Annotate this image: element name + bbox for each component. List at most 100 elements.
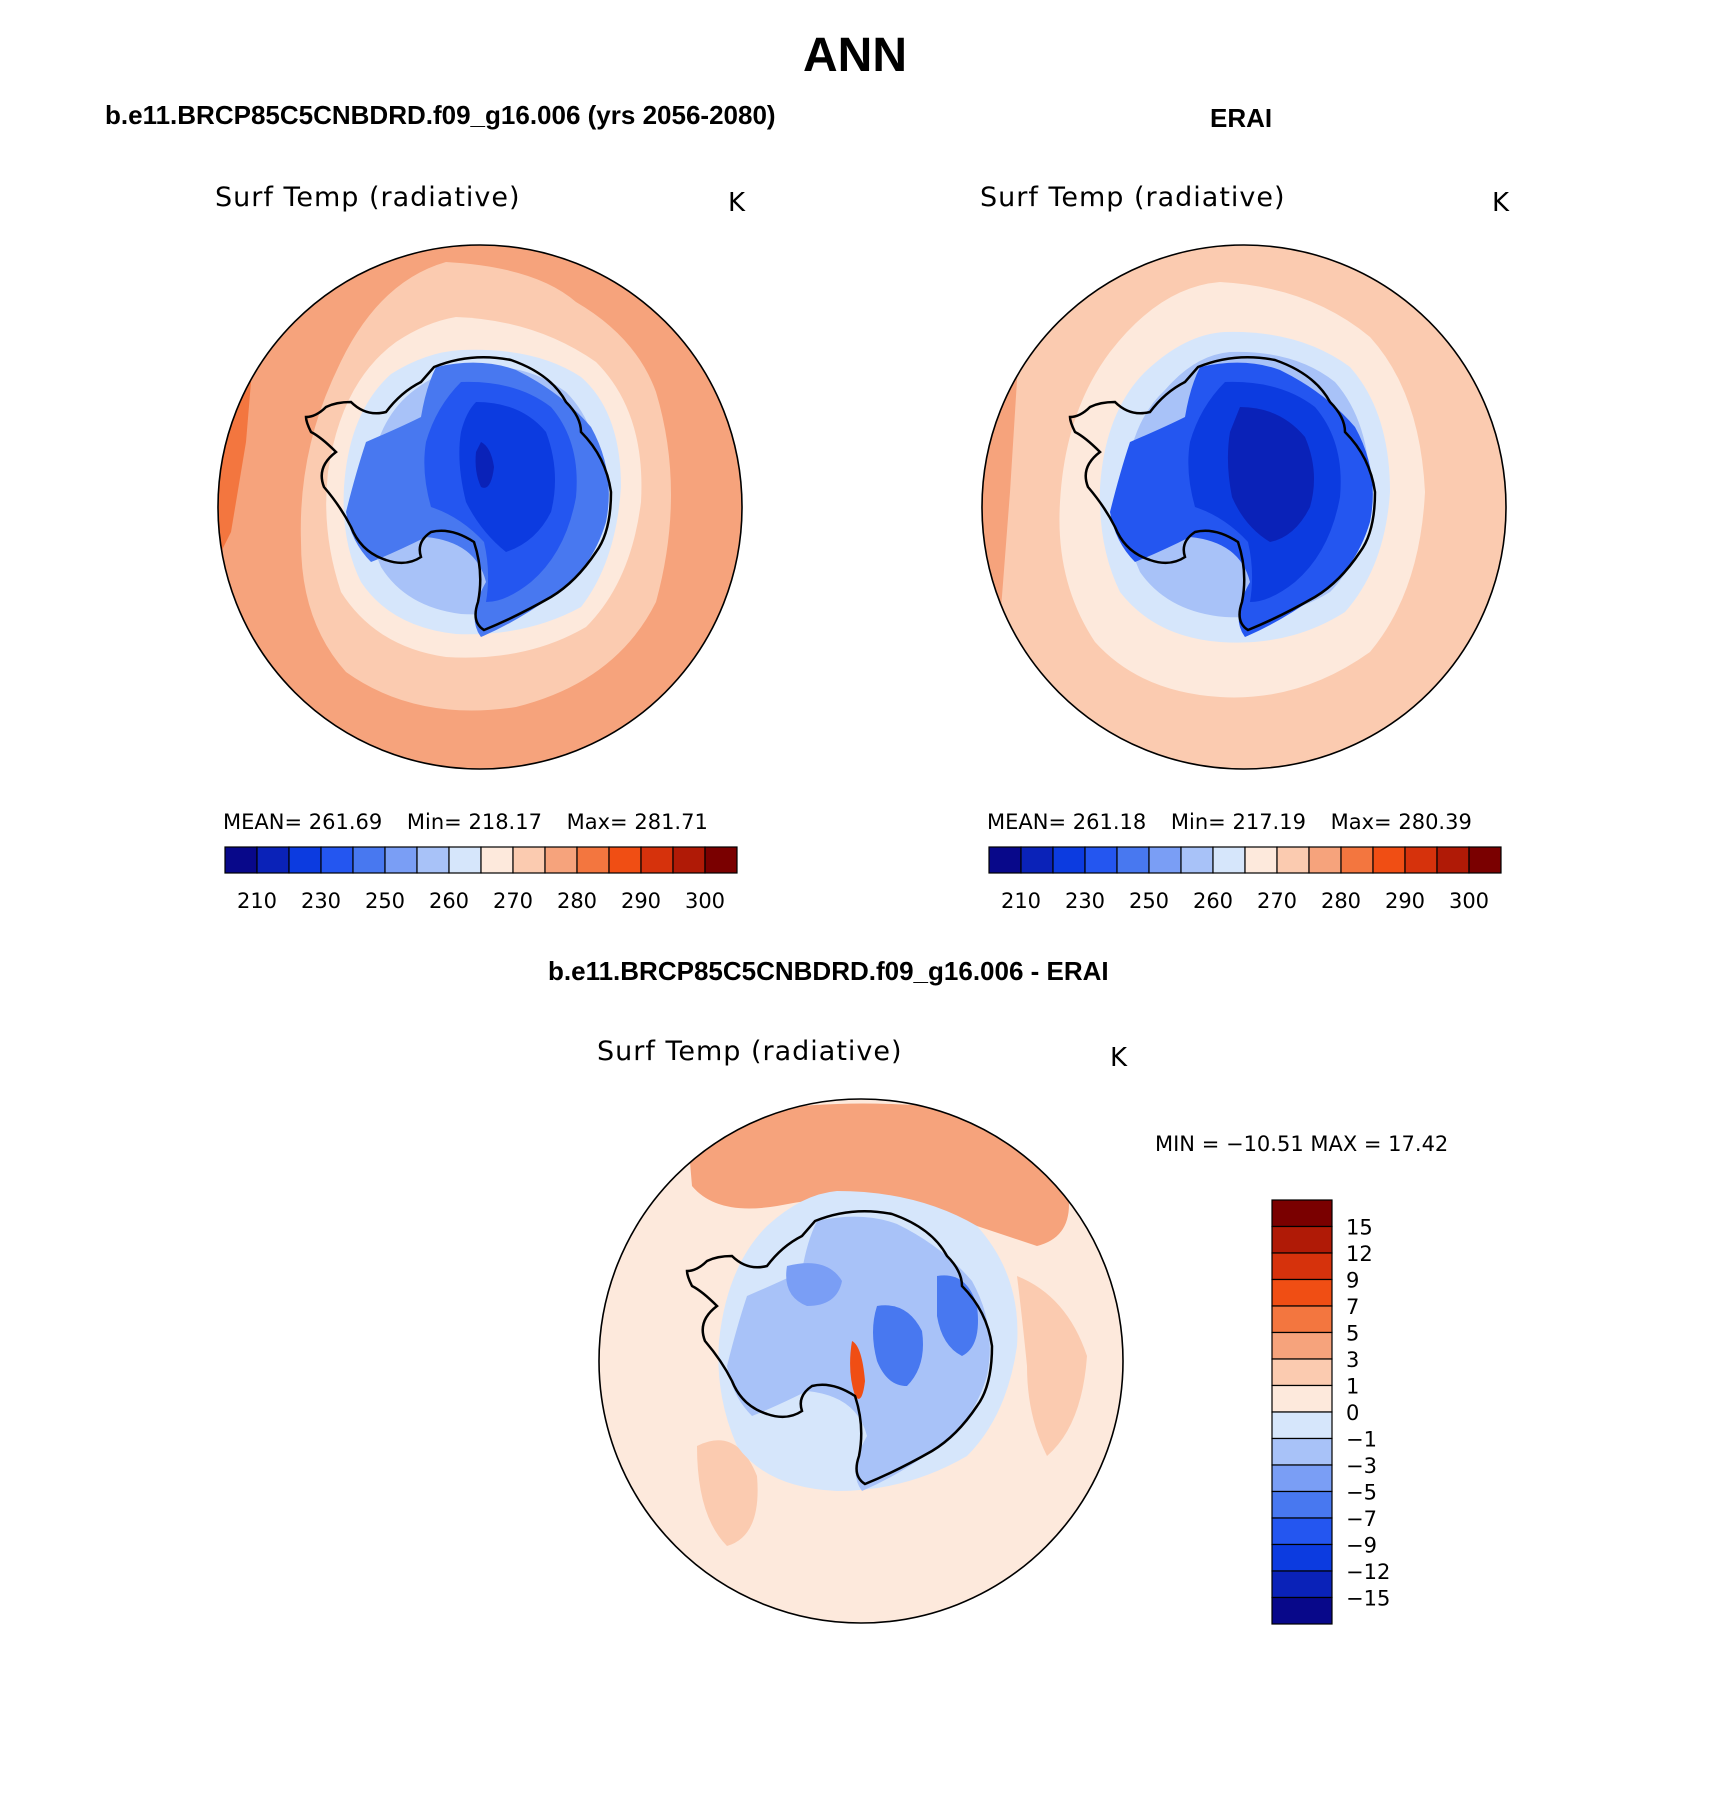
colorbar-3-tick-label: 0 bbox=[1346, 1401, 1359, 1425]
colorbar-1-swatch bbox=[480, 846, 514, 874]
panel-2-mean-label: MEAN= bbox=[987, 810, 1067, 834]
colorbar-1-swatch bbox=[224, 846, 258, 874]
map-3-cold-patch-1 bbox=[873, 1305, 923, 1386]
colorbar-1-swatch bbox=[608, 846, 642, 874]
colorbar-2-swatch bbox=[1180, 846, 1214, 874]
colorbar-3-tick-label: 3 bbox=[1346, 1348, 1359, 1372]
colorbar-1-swatch bbox=[704, 846, 738, 874]
colorbar-2-swatch bbox=[1020, 846, 1054, 874]
map-3-cold-patch-2 bbox=[937, 1275, 978, 1356]
colorbar-2-swatch bbox=[1468, 846, 1502, 874]
colorbar-2-tick-label: 280 bbox=[1321, 889, 1361, 913]
map-2-border bbox=[981, 244, 1507, 770]
colorbar-3-swatch bbox=[1271, 1225, 1333, 1254]
panel-1-stats: MEAN= 261.69 Min= 218.17 Max= 281.71 bbox=[223, 810, 708, 834]
colorbar-1-swatch bbox=[384, 846, 418, 874]
panel-1-mean-label: MEAN= bbox=[223, 810, 303, 834]
panel-2-variable-title: Surf Temp (radiative) bbox=[980, 182, 1286, 213]
panel-1-min-label: Min= bbox=[406, 810, 462, 834]
panel-3-variable-title: Surf Temp (radiative) bbox=[597, 1036, 903, 1067]
colorbar-3-tick-label: −7 bbox=[1346, 1507, 1377, 1531]
colorbar-1-tick-label: 270 bbox=[493, 889, 533, 913]
colorbar-3-swatch bbox=[1271, 1199, 1333, 1228]
colorbar-1-swatch bbox=[320, 846, 354, 874]
panel-2-stats: MEAN= 261.18 Min= 217.19 Max= 280.39 bbox=[987, 810, 1472, 834]
colorbar-3-tick-label: −5 bbox=[1346, 1481, 1377, 1505]
colorbar-2-swatch bbox=[1212, 846, 1246, 874]
panel-1-run-title: b.e11.BRCP85C5CNBDRD.f09_g16.006 (yrs 20… bbox=[105, 100, 776, 130]
colorbar-1-swatch bbox=[288, 846, 322, 874]
colorbar-3-swatch bbox=[1271, 1543, 1333, 1572]
map-2-antarctica-coastline bbox=[1068, 355, 1377, 632]
colorbar-3-swatch bbox=[1271, 1252, 1333, 1281]
panel-2-min: 217.19 bbox=[1232, 810, 1306, 834]
colorbar-2-tick-label: 250 bbox=[1129, 889, 1169, 913]
colorbar-1-swatch bbox=[448, 846, 482, 874]
colorbar-1-swatch bbox=[544, 846, 578, 874]
colorbar-2-swatch bbox=[1084, 846, 1118, 874]
colorbar-2-swatch bbox=[1052, 846, 1086, 874]
map-3-antarctica-coastline bbox=[685, 1209, 994, 1486]
panel-1-min: 218.17 bbox=[468, 810, 542, 834]
colorbar-2-tick-label: 270 bbox=[1257, 889, 1297, 913]
colorbar-2-swatch bbox=[1436, 846, 1470, 874]
colorbar-3-swatch bbox=[1271, 1278, 1333, 1307]
colorbar-3-swatch bbox=[1271, 1384, 1333, 1413]
map-3-warm-streak bbox=[850, 1341, 865, 1399]
colorbar-2-swatch bbox=[1372, 846, 1406, 874]
panel-1-variable-title: Surf Temp (radiative) bbox=[215, 182, 521, 213]
map-2-antarctica-interior bbox=[1227, 407, 1314, 542]
panel-1-polar-map bbox=[217, 244, 743, 770]
map-1-antarctica-coastline bbox=[304, 355, 613, 632]
colorbar-3-swatch bbox=[1271, 1517, 1333, 1546]
colorbar-3-swatch bbox=[1271, 1490, 1333, 1519]
panel-2-max-label: Max= bbox=[1330, 810, 1392, 834]
colorbar-3-tick-label: 1 bbox=[1346, 1375, 1359, 1399]
colorbar-3-swatch bbox=[1271, 1464, 1333, 1493]
panel-3-polar-map bbox=[598, 1098, 1124, 1624]
colorbar-3-swatch bbox=[1271, 1596, 1333, 1625]
colorbar-1-tick-label: 260 bbox=[429, 889, 469, 913]
map-3-border bbox=[598, 1098, 1124, 1624]
panel-2-run-title: ERAI bbox=[1210, 103, 1273, 133]
panel-2-max: 280.39 bbox=[1398, 810, 1472, 834]
colorbar-3-tick-label: −3 bbox=[1346, 1454, 1377, 1478]
panel-1-mean: 261.69 bbox=[308, 810, 383, 834]
colorbar-1-swatch bbox=[512, 846, 546, 874]
panel-2-mean: 261.18 bbox=[1072, 810, 1147, 834]
colorbar-2-swatch bbox=[1244, 846, 1278, 874]
colorbar-2-tick-label: 290 bbox=[1385, 889, 1425, 913]
colorbar-1-swatch bbox=[640, 846, 674, 874]
panel-3-units: K bbox=[1110, 1043, 1128, 1073]
colorbar-2-tick-label: 230 bbox=[1065, 889, 1105, 913]
colorbar-2-tick-label: 300 bbox=[1449, 889, 1489, 913]
colorbar-1-swatch bbox=[576, 846, 610, 874]
colorbar-2-swatch bbox=[1148, 846, 1182, 874]
map-1-border bbox=[217, 244, 743, 770]
colorbar-3-swatch bbox=[1271, 1570, 1333, 1599]
panel-2-polar-map bbox=[981, 244, 1507, 770]
colorbar-2-swatch bbox=[1340, 846, 1374, 874]
map-3-east-warm bbox=[1017, 1276, 1087, 1456]
main-title: ANN bbox=[803, 29, 907, 82]
colorbar-3-tick-label: 9 bbox=[1346, 1269, 1359, 1293]
colorbar-2-swatch bbox=[1116, 846, 1150, 874]
colorbar-3-tick-label: 12 bbox=[1346, 1242, 1373, 1266]
colorbar-1-swatch bbox=[256, 846, 290, 874]
colorbar-2-swatch bbox=[1276, 846, 1310, 874]
colorbar-1-tick-label: 290 bbox=[621, 889, 661, 913]
colorbar-1-swatch bbox=[416, 846, 450, 874]
colorbar-3-tick-label: 7 bbox=[1346, 1295, 1359, 1319]
colorbar-2-swatch bbox=[988, 846, 1022, 874]
panel-3-run-title: b.e11.BRCP85C5CNBDRD.f09_g16.006 - ERAI bbox=[548, 956, 1109, 986]
colorbar-3-tick-label: 15 bbox=[1346, 1216, 1373, 1240]
colorbar-1-tick-label: 230 bbox=[301, 889, 341, 913]
colorbar-1-swatch bbox=[672, 846, 706, 874]
colorbar-3-tick-label: −1 bbox=[1346, 1428, 1377, 1452]
panel-1-units: K bbox=[728, 188, 746, 218]
map-3-north-warm bbox=[687, 1103, 1069, 1246]
colorbar-2-swatch bbox=[1308, 846, 1342, 874]
colorbar-2-tick-label: 260 bbox=[1193, 889, 1233, 913]
map-3-sw-warm bbox=[697, 1440, 758, 1546]
